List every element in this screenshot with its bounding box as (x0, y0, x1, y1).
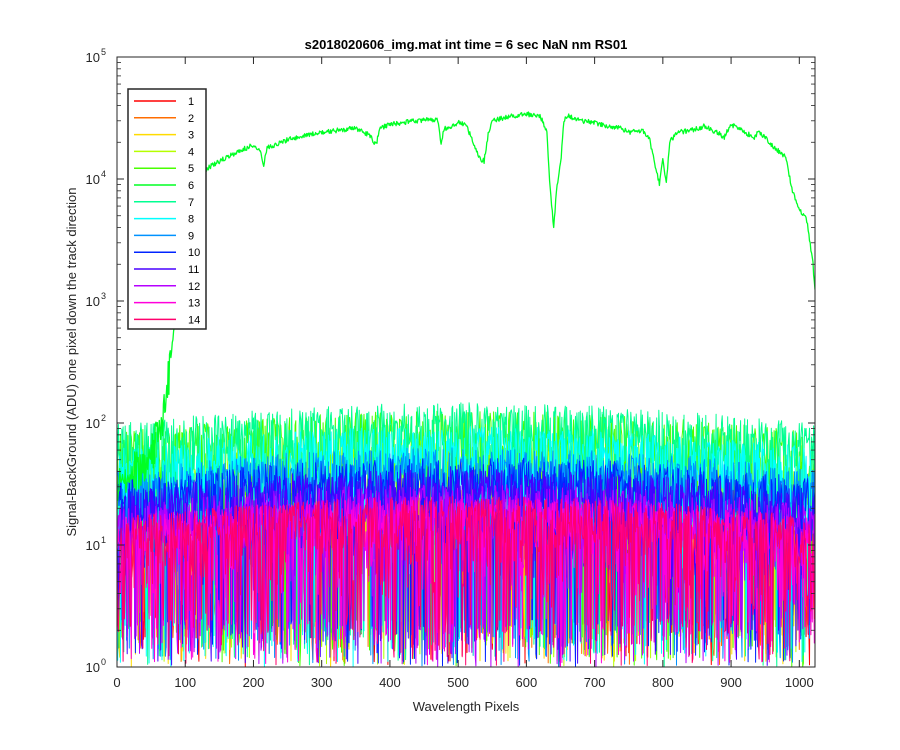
legend-label-5: 5 (188, 163, 194, 175)
y-tick-label: 10 (86, 416, 100, 431)
legend-label-9: 9 (188, 230, 194, 242)
x-tick-label: 300 (311, 675, 333, 690)
y-tick-label: 10 (86, 538, 100, 553)
x-tick-label: 600 (516, 675, 538, 690)
x-tick-label: 500 (447, 675, 469, 690)
y-tick-exponent: 0 (101, 657, 106, 667)
chart-title: s2018020606_img.mat int time = 6 sec NaN… (305, 37, 628, 52)
y-tick-label: 10 (86, 660, 100, 675)
legend-label-8: 8 (188, 214, 194, 226)
legend-label-13: 13 (188, 298, 200, 310)
legend-box (127, 88, 207, 330)
x-tick-label: 700 (584, 675, 606, 690)
series-line-14 (117, 495, 815, 666)
x-tick-label: 100 (174, 675, 196, 690)
legend-label-7: 7 (188, 197, 194, 209)
y-tick-label: 10 (86, 294, 100, 309)
x-tick-label: 1000 (785, 675, 814, 690)
y-tick-label: 10 (86, 50, 100, 65)
x-axis-label: Wavelength Pixels (413, 699, 520, 714)
legend-label-14: 14 (188, 314, 200, 326)
legend-label-4: 4 (188, 146, 194, 158)
series-layer (117, 111, 815, 667)
x-tick-label: 400 (379, 675, 401, 690)
legend-label-1: 1 (188, 96, 194, 108)
y-tick-exponent: 1 (101, 535, 106, 545)
series-line-6 (117, 111, 815, 501)
x-tick-label: 900 (720, 675, 742, 690)
x-tick-label: 0 (113, 675, 120, 690)
series-line-8 (117, 426, 815, 667)
plot-frame (116, 56, 816, 668)
x-tick-label: 200 (243, 675, 265, 690)
y-tick-exponent: 5 (101, 47, 106, 57)
y-tick-exponent: 2 (101, 413, 106, 423)
y-tick-exponent: 3 (101, 291, 106, 301)
y-tick-exponent: 4 (101, 169, 106, 179)
x-tick-label: 800 (652, 675, 674, 690)
legend-label-10: 10 (188, 247, 200, 259)
legend-label-2: 2 (188, 113, 194, 125)
legend-label-12: 12 (188, 281, 200, 293)
legend-label-6: 6 (188, 180, 194, 192)
legend-label-11: 11 (188, 264, 199, 276)
y-axis-label: Signal-BackGround (ADU) one pixel down t… (64, 187, 79, 536)
legend-label-3: 3 (188, 130, 194, 142)
y-tick-label: 10 (86, 172, 100, 187)
